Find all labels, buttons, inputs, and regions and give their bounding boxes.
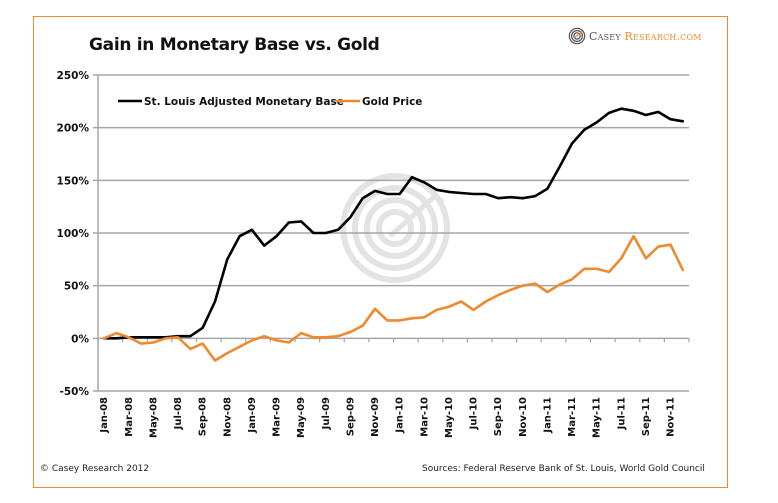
x-tick-label: May-10 — [444, 397, 455, 438]
gridlines — [98, 74, 689, 340]
legend: St. Louis Adjusted Monetary Base Gold Pri… — [118, 96, 422, 108]
x-tick-label: Jul-10 — [469, 397, 480, 430]
brand-logo-block: Casey Research.com — [568, 27, 702, 45]
x-tick-label: Nov-08 — [222, 397, 233, 437]
watermark-arrow — [388, 192, 445, 238]
x-tick-label: May-08 — [148, 397, 159, 438]
y-tick-label: 200% — [57, 123, 90, 135]
x-tick-label: Jul-11 — [616, 397, 627, 430]
x-tick-label: Sep-08 — [198, 397, 209, 436]
legend-label: Gold Price — [362, 96, 422, 108]
x-tick-label: Nov-10 — [518, 397, 529, 437]
watermark-ring — [352, 185, 438, 271]
x-tick-label: Jan-09 — [247, 397, 258, 434]
sources-text: Sources: Federal Reserve Bank of St. Lou… — [422, 464, 705, 474]
x-tick-label: Jan-10 — [395, 397, 406, 434]
series-line-gold-price — [102, 234, 685, 362]
x-tick-label: Nov-09 — [370, 397, 381, 437]
y-tick-label: 100% — [57, 228, 90, 240]
series-line-monetary-base — [102, 107, 685, 340]
x-tick-label: Sep-11 — [641, 397, 652, 436]
x-tick-label: Jul-09 — [321, 397, 332, 430]
x-tick-label: Jan-11 — [542, 397, 553, 434]
y-tick-label: 150% — [57, 175, 90, 187]
x-tick-label: Jan-08 — [99, 397, 110, 434]
y-tick-label: 50% — [64, 281, 90, 293]
x-tick-label: Mar-10 — [419, 397, 430, 437]
watermark-ring — [376, 209, 414, 247]
copyright-text: © Casey Research 2012 — [40, 464, 150, 474]
chart-frame — [33, 16, 728, 488]
x-tick-label: May-11 — [592, 397, 603, 438]
y-tick-label: -50% — [60, 386, 90, 398]
watermark-ring — [364, 197, 426, 259]
casey-research-logo-icon — [568, 27, 586, 45]
x-tick-label: Jul-08 — [173, 397, 184, 430]
brand-research: Research.com — [624, 29, 702, 43]
y-tick-labels: -50% 0% 50% 100% 150% 200% 250% — [57, 70, 90, 398]
x-tick-label: Mar-11 — [567, 397, 578, 437]
series-lines — [102, 107, 685, 362]
brand-casey: Casey — [589, 29, 621, 43]
x-tick-label: Mar-08 — [124, 397, 135, 437]
x-tick-label: Sep-09 — [345, 397, 356, 436]
watermark-ring — [340, 173, 450, 283]
watermark-logo-icon — [340, 173, 450, 283]
x-tick-labels: Jan-08 Mar-08 May-08 Jul-08 Sep-08 Nov-08 Jan-… — [99, 397, 676, 438]
y-tick-label: 0% — [71, 333, 89, 345]
axes — [93, 74, 690, 392]
y-tick-label: 250% — [57, 70, 90, 82]
x-tick-label: Nov-11 — [666, 397, 677, 437]
x-tick-label: May-09 — [296, 397, 307, 438]
x-tick-label: Sep-10 — [493, 397, 504, 436]
legend-label: St. Louis Adjusted Monetary Base — [144, 96, 344, 108]
chart-title: Gain in Monetary Base vs. Gold — [89, 35, 380, 55]
x-tick-label: Mar-09 — [272, 397, 283, 437]
